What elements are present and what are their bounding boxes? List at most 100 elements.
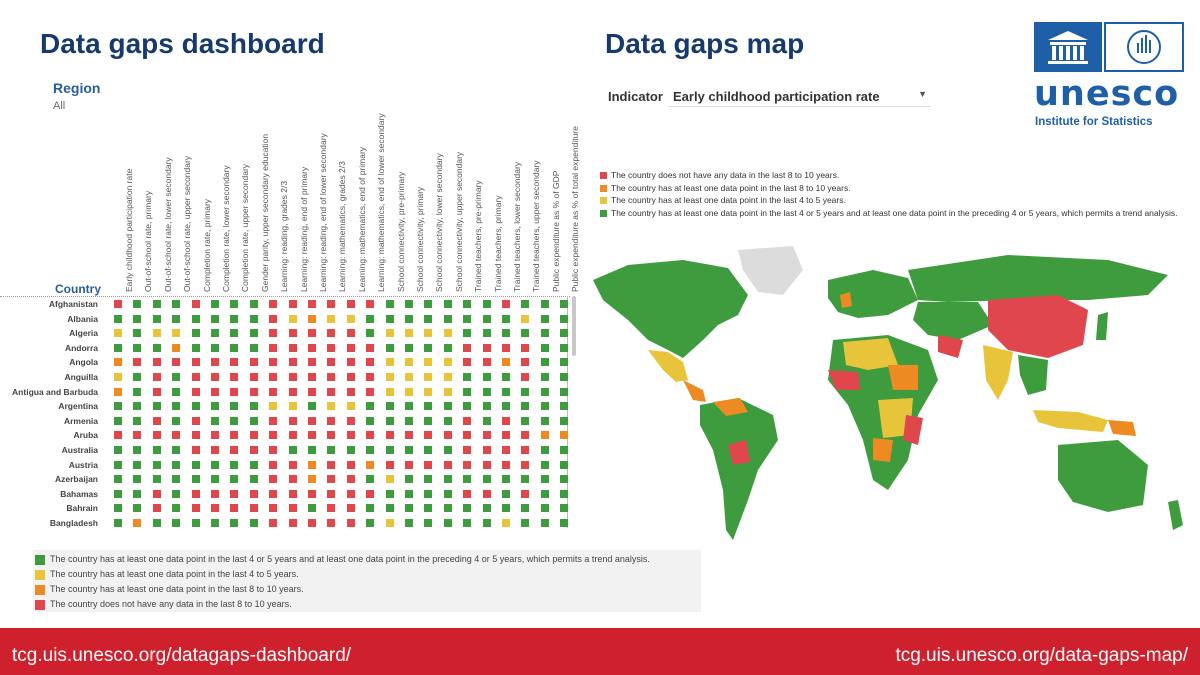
status-cell[interactable] xyxy=(385,416,394,425)
status-cell[interactable] xyxy=(133,387,142,396)
status-cell[interactable] xyxy=(385,489,394,498)
status-cell[interactable] xyxy=(327,519,336,527)
status-cell[interactable] xyxy=(327,416,336,425)
status-cell[interactable] xyxy=(502,416,510,425)
status-cell[interactable] xyxy=(560,402,569,411)
status-cell[interactable] xyxy=(560,358,569,367)
status-cell[interactable] xyxy=(114,329,122,338)
status-cell[interactable] xyxy=(521,416,530,425)
status-cell[interactable] xyxy=(308,460,316,469)
status-cell[interactable] xyxy=(502,504,510,513)
status-cell[interactable] xyxy=(346,300,355,308)
status-cell[interactable] xyxy=(405,475,413,484)
status-cell[interactable] xyxy=(521,358,530,367)
status-cell[interactable] xyxy=(521,373,530,381)
status-cell[interactable] xyxy=(385,504,394,513)
status-cell[interactable] xyxy=(172,446,181,454)
status-cell[interactable] xyxy=(502,489,510,498)
status-cell[interactable] xyxy=(463,343,472,352)
status-cell[interactable] xyxy=(133,329,142,338)
status-cell[interactable] xyxy=(288,402,297,411)
status-cell[interactable] xyxy=(308,416,316,425)
status-cell[interactable] xyxy=(114,475,122,484)
status-cell[interactable] xyxy=(502,460,510,469)
status-cell[interactable] xyxy=(191,300,200,308)
status-cell[interactable] xyxy=(560,519,569,527)
status-cell[interactable] xyxy=(502,402,510,411)
status-cell[interactable] xyxy=(172,329,181,338)
status-cell[interactable] xyxy=(249,358,258,367)
status-cell[interactable] xyxy=(308,431,316,440)
status-cell[interactable] xyxy=(288,387,297,396)
status-cell[interactable] xyxy=(443,314,452,323)
status-cell[interactable] xyxy=(230,489,239,498)
status-cell[interactable] xyxy=(133,358,142,367)
status-cell[interactable] xyxy=(424,416,433,425)
status-cell[interactable] xyxy=(191,431,200,440)
status-cell[interactable] xyxy=(152,489,161,498)
status-cell[interactable] xyxy=(502,300,510,308)
status-cell[interactable] xyxy=(211,373,219,381)
status-cell[interactable] xyxy=(249,489,258,498)
status-cell[interactable] xyxy=(152,460,161,469)
status-cell[interactable] xyxy=(540,504,549,513)
status-cell[interactable] xyxy=(385,358,394,367)
status-cell[interactable] xyxy=(230,402,239,411)
status-cell[interactable] xyxy=(443,387,452,396)
status-cell[interactable] xyxy=(249,446,258,454)
status-cell[interactable] xyxy=(288,343,297,352)
status-cell[interactable] xyxy=(385,314,394,323)
status-cell[interactable] xyxy=(249,343,258,352)
status-cell[interactable] xyxy=(540,431,549,440)
status-cell[interactable] xyxy=(288,300,297,308)
status-cell[interactable] xyxy=(521,343,530,352)
status-cell[interactable] xyxy=(191,373,200,381)
status-cell[interactable] xyxy=(385,329,394,338)
status-cell[interactable] xyxy=(114,387,122,396)
status-cell[interactable] xyxy=(133,314,142,323)
status-cell[interactable] xyxy=(288,489,297,498)
grid-scrollbar[interactable] xyxy=(572,296,576,356)
status-cell[interactable] xyxy=(269,343,278,352)
status-cell[interactable] xyxy=(346,402,355,411)
status-cell[interactable] xyxy=(463,431,472,440)
status-cell[interactable] xyxy=(114,446,122,454)
status-cell[interactable] xyxy=(211,343,219,352)
status-cell[interactable] xyxy=(443,475,452,484)
status-cell[interactable] xyxy=(443,504,452,513)
status-cell[interactable] xyxy=(560,314,569,323)
status-cell[interactable] xyxy=(269,329,278,338)
status-cell[interactable] xyxy=(152,504,161,513)
status-cell[interactable] xyxy=(269,314,278,323)
status-cell[interactable] xyxy=(560,504,569,513)
status-cell[interactable] xyxy=(521,489,530,498)
status-cell[interactable] xyxy=(152,387,161,396)
status-cell[interactable] xyxy=(521,475,530,484)
status-cell[interactable] xyxy=(405,489,413,498)
status-cell[interactable] xyxy=(424,475,433,484)
status-cell[interactable] xyxy=(114,416,122,425)
status-cell[interactable] xyxy=(269,402,278,411)
status-cell[interactable] xyxy=(385,300,394,308)
status-cell[interactable] xyxy=(502,519,510,527)
status-cell[interactable] xyxy=(133,460,142,469)
status-cell[interactable] xyxy=(327,446,336,454)
status-cell[interactable] xyxy=(424,504,433,513)
status-cell[interactable] xyxy=(463,489,472,498)
status-cell[interactable] xyxy=(327,300,336,308)
status-cell[interactable] xyxy=(172,431,181,440)
status-cell[interactable] xyxy=(327,358,336,367)
status-cell[interactable] xyxy=(366,460,375,469)
status-cell[interactable] xyxy=(385,475,394,484)
status-cell[interactable] xyxy=(521,387,530,396)
status-cell[interactable] xyxy=(269,519,278,527)
status-cell[interactable] xyxy=(346,387,355,396)
status-cell[interactable] xyxy=(424,489,433,498)
status-cell[interactable] xyxy=(133,489,142,498)
status-cell[interactable] xyxy=(327,329,336,338)
status-cell[interactable] xyxy=(152,446,161,454)
status-cell[interactable] xyxy=(327,343,336,352)
status-cell[interactable] xyxy=(172,314,181,323)
status-cell[interactable] xyxy=(288,416,297,425)
status-cell[interactable] xyxy=(191,314,200,323)
